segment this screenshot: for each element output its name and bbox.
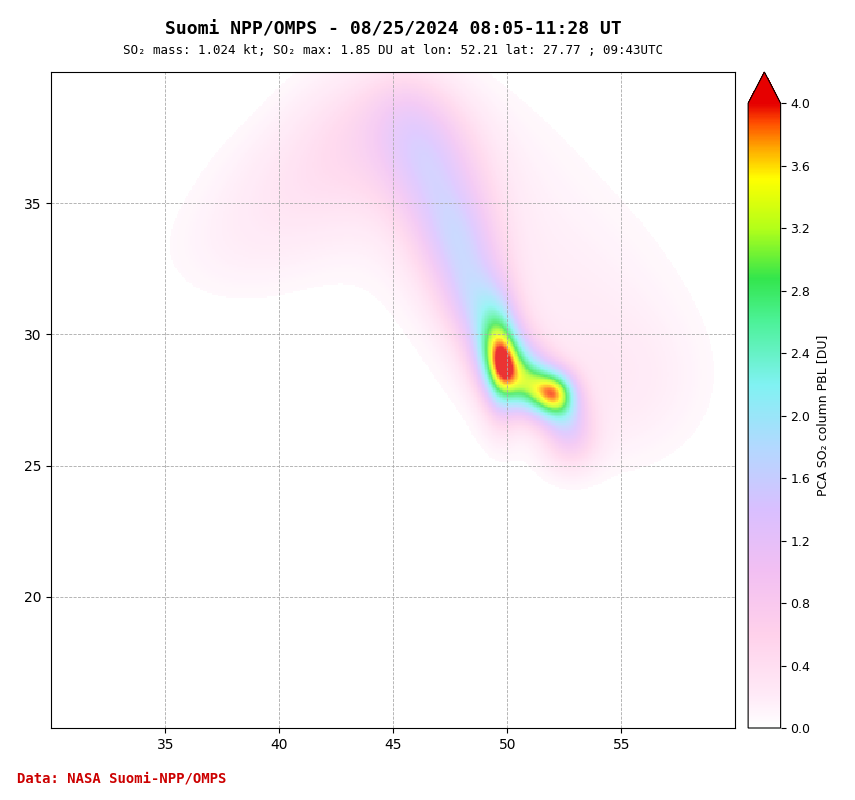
PathPatch shape bbox=[748, 72, 781, 103]
Text: Data: NASA Suomi-NPP/OMPS: Data: NASA Suomi-NPP/OMPS bbox=[17, 771, 227, 786]
Text: SO₂ mass: 1.024 kt; SO₂ max: 1.85 DU at lon: 52.21 lat: 27.77 ; 09:43UTC: SO₂ mass: 1.024 kt; SO₂ max: 1.85 DU at … bbox=[123, 44, 663, 57]
Text: Suomi NPP/OMPS - 08/25/2024 08:05-11:28 UT: Suomi NPP/OMPS - 08/25/2024 08:05-11:28 … bbox=[165, 20, 622, 38]
Y-axis label: PCA SO₂ column PBL [DU]: PCA SO₂ column PBL [DU] bbox=[816, 335, 828, 496]
